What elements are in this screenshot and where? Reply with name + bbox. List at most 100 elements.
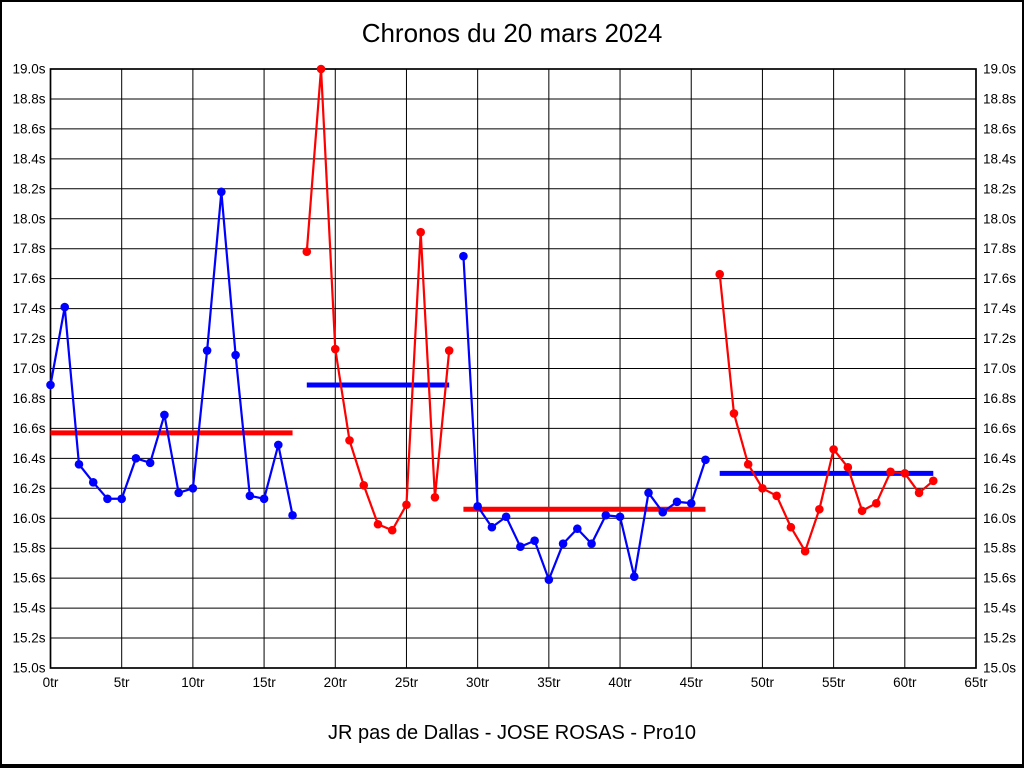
lap-time-point-relais-1-lap-8 bbox=[160, 410, 169, 420]
y-axis-tick-label-right: 16.8s bbox=[983, 391, 1016, 406]
y-axis-tick-label-right: 16.4s bbox=[983, 451, 1016, 466]
y-axis-tick-label-left: 18.2s bbox=[12, 181, 45, 196]
y-axis-tick-label-right: 17.6s bbox=[983, 271, 1016, 286]
lap-time-point-relais-4-lap-50 bbox=[758, 484, 767, 493]
lap-time-point-relais-2-lap-19 bbox=[316, 64, 326, 74]
lap-time-point-relais-1-lap-7 bbox=[145, 458, 155, 468]
lap-time-point-relais-1-lap-5 bbox=[117, 494, 126, 504]
x-axis-tick-label: 20tr bbox=[324, 675, 348, 690]
x-axis-tick-label: 5tr bbox=[114, 675, 130, 690]
lap-time-point-relais-1-lap-1 bbox=[60, 302, 70, 312]
y-axis-tick-label-left: 15.4s bbox=[12, 601, 45, 616]
lap-time-point-relais-3-lap-43 bbox=[658, 507, 668, 517]
lap-time-point-relais-3-lap-34 bbox=[530, 536, 539, 546]
lap-time-point-relais-1-lap-3 bbox=[88, 478, 98, 487]
lap-time-point-relais-2-lap-28 bbox=[444, 346, 454, 355]
lap-time-line-relais-2 bbox=[305, 67, 451, 532]
lap-time-point-relais-3-lap-39 bbox=[601, 510, 611, 520]
y-axis-tick-label-left: 18.6s bbox=[12, 121, 45, 136]
y-axis-tick-label-right: 15.8s bbox=[983, 541, 1016, 556]
lap-time-point-relais-4-lap-53 bbox=[800, 546, 810, 556]
lap-time-point-relais-1-lap-6 bbox=[131, 454, 141, 463]
lap-time-point-relais-1-lap-12 bbox=[217, 187, 226, 197]
x-axis-tick-label: 65tr bbox=[964, 675, 988, 690]
lap-time-point-relais-1-lap-13 bbox=[231, 350, 240, 360]
y-axis-tick-label-left: 18.0s bbox=[12, 211, 45, 226]
lap-time-point-relais-3-lap-42 bbox=[644, 488, 653, 498]
y-axis-tick-label-left: 15.8s bbox=[12, 541, 45, 556]
y-axis-tick-label-right: 18.6s bbox=[983, 121, 1016, 136]
y-axis-tick-label-left: 16.6s bbox=[12, 421, 45, 436]
y-axis-tick-label-right: 17.0s bbox=[983, 361, 1016, 376]
chart-footer-label: JR pas de Dallas - JOSE ROSAS - Pro10 bbox=[328, 722, 696, 744]
lap-time-point-relais-2-lap-27 bbox=[430, 492, 440, 502]
lap-time-point-relais-1-lap-9 bbox=[174, 488, 183, 498]
lap-time-point-relais-4-lap-55 bbox=[829, 445, 838, 454]
y-axis-tick-label-right: 15.6s bbox=[983, 571, 1016, 586]
lap-time-point-relais-1-lap-4 bbox=[103, 494, 112, 504]
lap-time-point-relais-3-lap-40 bbox=[615, 512, 625, 522]
y-axis-tick-label-right: 15.4s bbox=[983, 601, 1016, 616]
lap-time-point-relais-4-lap-51 bbox=[772, 491, 781, 501]
y-axis-tick-label-right: 17.8s bbox=[983, 241, 1016, 256]
lap-time-point-relais-3-lap-29 bbox=[459, 251, 468, 261]
lap-time-point-relais-4-lap-61 bbox=[914, 488, 924, 498]
lap-time-point-relais-2-lap-22 bbox=[359, 481, 369, 490]
y-axis-tick-label-right: 19.0s bbox=[983, 62, 1016, 77]
lap-time-point-relais-1-lap-16 bbox=[274, 440, 283, 450]
lap-time-point-relais-4-lap-59 bbox=[886, 467, 895, 477]
lap-time-point-relais-1-lap-0 bbox=[46, 380, 55, 390]
y-axis-tick-label-left: 17.8s bbox=[12, 241, 45, 256]
lap-time-point-relais-2-lap-18 bbox=[302, 247, 312, 256]
y-axis-tick-label-right: 18.0s bbox=[983, 211, 1016, 226]
lap-time-point-relais-3-lap-33 bbox=[516, 542, 525, 552]
lap-time-point-relais-1-lap-11 bbox=[202, 346, 212, 355]
y-axis-tick-label-left: 16.4s bbox=[12, 451, 45, 466]
x-axis-tick-label: 45tr bbox=[680, 675, 704, 690]
lap-time-point-relais-3-lap-37 bbox=[573, 524, 582, 534]
x-axis-tick-label: 55tr bbox=[822, 675, 846, 690]
y-axis-tick-label-right: 18.8s bbox=[983, 91, 1016, 106]
lap-time-point-relais-3-lap-30 bbox=[473, 501, 482, 511]
y-axis-tick-label-left: 17.4s bbox=[12, 301, 45, 316]
lap-time-point-relais-3-lap-32 bbox=[501, 512, 511, 522]
lap-time-point-relais-4-lap-57 bbox=[857, 506, 867, 516]
lap-time-point-relais-3-lap-31 bbox=[487, 522, 497, 532]
lap-time-line-relais-3 bbox=[462, 255, 707, 581]
lap-time-point-relais-1-lap-15 bbox=[259, 494, 269, 504]
y-axis-tick-label-left: 15.2s bbox=[12, 631, 45, 646]
lap-time-point-relais-4-lap-48 bbox=[729, 409, 739, 418]
y-axis-tick-label-left: 17.2s bbox=[12, 331, 45, 346]
lap-time-point-relais-3-lap-46 bbox=[701, 455, 710, 465]
lap-time-point-relais-4-lap-47 bbox=[715, 269, 725, 279]
lap-time-point-relais-2-lap-20 bbox=[330, 344, 340, 354]
lap-time-point-relais-2-lap-25 bbox=[402, 500, 411, 510]
y-axis-tick-label-left: 19.0s bbox=[12, 62, 45, 77]
x-axis-tick-label: 25tr bbox=[395, 675, 419, 690]
y-axis-tick-label-left: 15.6s bbox=[12, 571, 45, 586]
y-axis-tick-label-left: 16.0s bbox=[12, 511, 45, 526]
y-axis-tick-label-right: 17.2s bbox=[983, 331, 1016, 346]
y-axis-tick-label-left: 17.6s bbox=[12, 271, 45, 286]
lap-time-point-relais-4-lap-52 bbox=[786, 522, 796, 532]
y-axis-tick-label-right: 18.4s bbox=[983, 151, 1016, 166]
lap-time-point-relais-3-lap-45 bbox=[686, 498, 696, 508]
lap-time-point-relais-3-lap-44 bbox=[672, 497, 682, 507]
x-axis-tick-label: 15tr bbox=[252, 675, 276, 690]
y-axis-tick-label-right: 16.0s bbox=[983, 511, 1016, 526]
lap-time-point-relais-3-lap-41 bbox=[629, 572, 639, 581]
lap-time-point-relais-1-lap-14 bbox=[245, 491, 255, 501]
lap-time-point-relais-3-lap-35 bbox=[544, 575, 554, 584]
x-axis-tick-label: 35tr bbox=[537, 675, 561, 690]
lap-time-point-relais-4-lap-49 bbox=[743, 460, 753, 469]
y-axis-tick-label-right: 16.6s bbox=[983, 421, 1016, 436]
y-axis-tick-label-left: 16.8s bbox=[12, 391, 45, 406]
x-axis-tick-label: 50tr bbox=[751, 675, 775, 690]
lap-time-line-relais-1 bbox=[49, 190, 294, 517]
y-axis-tick-label-right: 18.2s bbox=[983, 181, 1016, 196]
lap-time-point-relais-3-lap-36 bbox=[558, 539, 568, 549]
y-axis-tick-label-right: 16.2s bbox=[983, 481, 1016, 496]
lap-time-point-relais-4-lap-62 bbox=[928, 476, 938, 486]
lap-time-line-relais-4 bbox=[718, 273, 935, 553]
lap-time-point-relais-4-lap-54 bbox=[815, 504, 824, 514]
